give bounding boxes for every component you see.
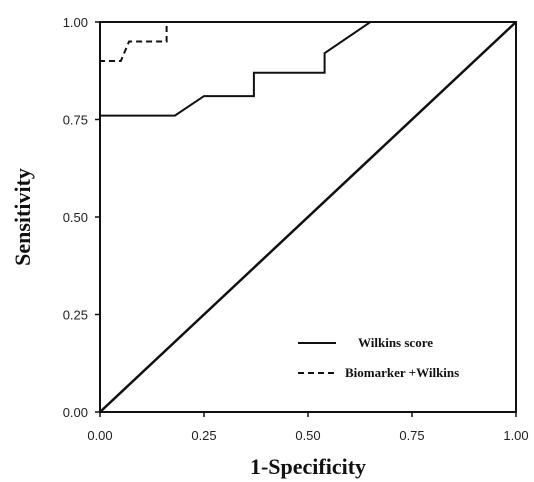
reference-diagonal-line [99,21,517,413]
axis-ticks: 0.00 0.25 0.50 0.75 1.00 0.00 0.25 0.50 0.75 1.00 [63,15,529,443]
y-tick-label: 0.25 [63,308,88,323]
x-tick-label: 0.50 [295,428,320,443]
x-tick-label: 1.00 [503,428,528,443]
series-line-wilkins [99,21,516,412]
y-axis-title: Sensitivity [10,168,35,266]
x-tick-label: 0.25 [191,428,216,443]
series-layer [99,21,517,413]
x-tick-label: 0.00 [87,428,112,443]
legend: Wilkins score Biomarker +Wilkins [298,335,459,380]
legend-label-biomarker: Biomarker +Wilkins [345,365,459,380]
series-line-biomarker-wilkins [99,22,168,412]
x-axis-title: 1-Specificity [250,454,366,479]
legend-label-wilkins: Wilkins score [358,335,433,350]
y-tick-label: 0.75 [63,113,88,128]
y-tick-label: 0.50 [63,210,88,225]
x-tick-label: 0.75 [399,428,424,443]
y-tick-label: 1.00 [63,15,88,30]
y-tick-label: 0.00 [63,405,88,420]
